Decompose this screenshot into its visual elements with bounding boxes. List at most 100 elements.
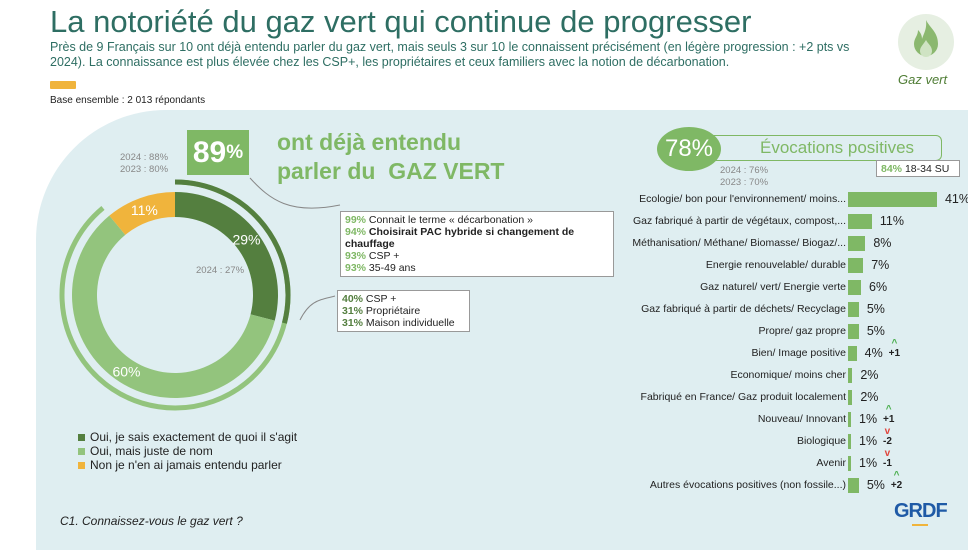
- headline-percent: 89%: [187, 130, 249, 175]
- bar-row: Biologique 1% v -2: [600, 427, 968, 451]
- legend-item: Oui, je sais exactement de quoi il s'agi…: [78, 430, 297, 444]
- callout-line: 31% Propriétaire: [342, 305, 465, 317]
- callout-line: 99% Connait le terme « décarbonation »: [345, 214, 609, 226]
- bar-value: 11%: [879, 214, 904, 228]
- callout-value: 31%: [342, 317, 364, 329]
- legend-label: Oui, je sais exactement de quoi il s'agi…: [90, 430, 298, 444]
- delta-value: -1: [883, 458, 892, 469]
- bar-value: 4%: [864, 346, 883, 360]
- callout-line: 31% Maison individuelle: [342, 317, 465, 329]
- bar-label: Avenir: [816, 457, 846, 469]
- grdf-logo: GRDF: [894, 500, 948, 526]
- evocations-title: Évocations positives: [760, 138, 915, 157]
- bar: [848, 280, 862, 295]
- bar-row: Avenir 1% v -1: [600, 449, 968, 473]
- bar-row: Méthanisation/ Méthane/ Biomasse/ Biogaz…: [600, 235, 968, 253]
- bar-row: Autres évocations positives (non fossile…: [600, 471, 968, 495]
- delta-value: +1: [888, 348, 901, 359]
- callout-18-34: 84% 18-34 SU: [876, 160, 960, 177]
- callout-line: 93% CSP +: [345, 250, 609, 262]
- delta-value: +2: [890, 480, 903, 491]
- headline-line1: ont déjà entendu: [277, 129, 461, 155]
- bar-row: Nouveau/ Innovant 1% ^ +1: [600, 405, 968, 429]
- brand-underline: [912, 524, 929, 526]
- callout-value: 31%: [342, 305, 364, 317]
- bar-row: Economique/ moins cher 2%: [600, 367, 968, 385]
- delta-value: -2: [883, 436, 892, 447]
- bar: [848, 368, 853, 383]
- page-title: La notoriété du gaz vert qui continue de…: [50, 4, 752, 39]
- bar: [848, 258, 864, 273]
- callout-box-know: 40% CSP +31% Propriétaire 31% Maison indi…: [337, 290, 470, 332]
- headline-line2: parler du GAZ VERT: [277, 158, 505, 184]
- callout-line: 93% 35-49 ans: [345, 262, 609, 274]
- legend-swatch: [78, 447, 85, 455]
- hist-2023: 2023 : 80%: [120, 164, 169, 175]
- bar-value: 5%: [866, 302, 885, 316]
- legend-swatch: [78, 461, 85, 469]
- donut-label: 29%: [232, 232, 260, 248]
- connector-arrow-2: [299, 295, 336, 321]
- bar-label: Ecologie/ bon pour l'environnement/ moin…: [639, 193, 846, 205]
- callout-text: Choisirait PAC hybride si changement de …: [345, 226, 575, 250]
- bar: [848, 302, 859, 317]
- connector-arrow-1: [249, 177, 341, 209]
- delta-value: +1: [883, 414, 895, 425]
- bar-row: Bien/ Image positive 4% ^ +1: [600, 339, 968, 363]
- base-note: Base ensemble : 2 013 répondants: [50, 95, 206, 106]
- donut-slice: [175, 192, 278, 321]
- callout-text: Connait le terme « décarbonation »: [366, 214, 533, 226]
- legend-label: Non je n'en ai jamais entendu parler: [90, 458, 282, 472]
- bar: [848, 478, 859, 493]
- callout-text: 35-49 ans: [366, 262, 416, 274]
- bar-label: Biologique: [796, 435, 846, 447]
- donut-slice: [109, 192, 175, 235]
- bar-value: 1%: [859, 434, 878, 448]
- bar-row: Gaz fabriqué à partir de déchets/ Recycl…: [600, 301, 968, 319]
- legend-item: Non je n'en ai jamais entendu parler: [78, 458, 297, 472]
- bar-label: Propre/ gaz propre: [758, 325, 846, 337]
- bar-label: Autres évocations positives (non fossile…: [649, 479, 846, 491]
- bar-value: 41%: [944, 192, 968, 206]
- callout-text: 18-34 SU: [904, 163, 950, 175]
- bar: [848, 434, 851, 449]
- donut-label: 11%: [131, 202, 158, 218]
- bar-label: Gaz naturel/ vert/ Energie verte: [700, 281, 846, 293]
- callout-value: 93%: [345, 262, 367, 274]
- bar-value: 1%: [859, 456, 878, 470]
- delta-badge: ^ +1: [883, 405, 894, 425]
- bar-value: 1%: [859, 412, 878, 426]
- bar-value: 5%: [866, 478, 885, 492]
- callout-line: 94% Choisirait PAC hybride si changement…: [345, 226, 609, 250]
- bar: [848, 412, 851, 427]
- history-29: 2024 : 27%: [196, 265, 245, 276]
- delta-badge: ^ +2: [891, 471, 902, 491]
- bar: [848, 346, 857, 361]
- bar: [848, 456, 851, 471]
- bar-label: Gaz fabriqué à partir de végétaux, compo…: [632, 215, 846, 227]
- question-label: C1. Connaissez-vous le gaz vert ?: [60, 514, 243, 528]
- bar-label: Economique/ moins cher: [730, 369, 846, 381]
- hist-2023: 2023 : 70%: [720, 177, 769, 188]
- evocations-percent: 78%: [657, 127, 721, 171]
- bar-row: Gaz naturel/ vert/ Energie verte 6%: [600, 279, 968, 297]
- hist-2024: 2024 : 76%: [720, 165, 769, 176]
- bar-row: Ecologie/ bon pour l'environnement/ moin…: [600, 191, 968, 209]
- page-subtitle: Près de 9 Français sur 10 ont déjà enten…: [50, 40, 850, 69]
- bar-label: Fabriqué en France/ Gaz produit localeme…: [640, 391, 846, 403]
- callout-value: 84%: [881, 163, 903, 175]
- bar-row: Gaz fabriqué à partir de végétaux, compo…: [600, 213, 968, 231]
- delta-badge: ^ +1: [889, 339, 900, 359]
- bar-label: Nouveau/ Innovant: [757, 413, 846, 425]
- donut-legend: Oui, je sais exactement de quoi il s'agi…: [78, 430, 297, 472]
- delta-badge: v -1: [883, 449, 892, 469]
- bar-row: Fabriqué en France/ Gaz produit localeme…: [600, 389, 968, 407]
- chevron-down-icon: v: [884, 426, 891, 437]
- bar: [848, 192, 937, 207]
- chevron-up-icon: ^: [893, 470, 900, 481]
- flame-logo-icon: [898, 14, 954, 70]
- bar: [848, 214, 872, 229]
- bar: [848, 236, 866, 251]
- delta-badge: v -2: [883, 427, 892, 447]
- bar-value: 7%: [871, 258, 890, 272]
